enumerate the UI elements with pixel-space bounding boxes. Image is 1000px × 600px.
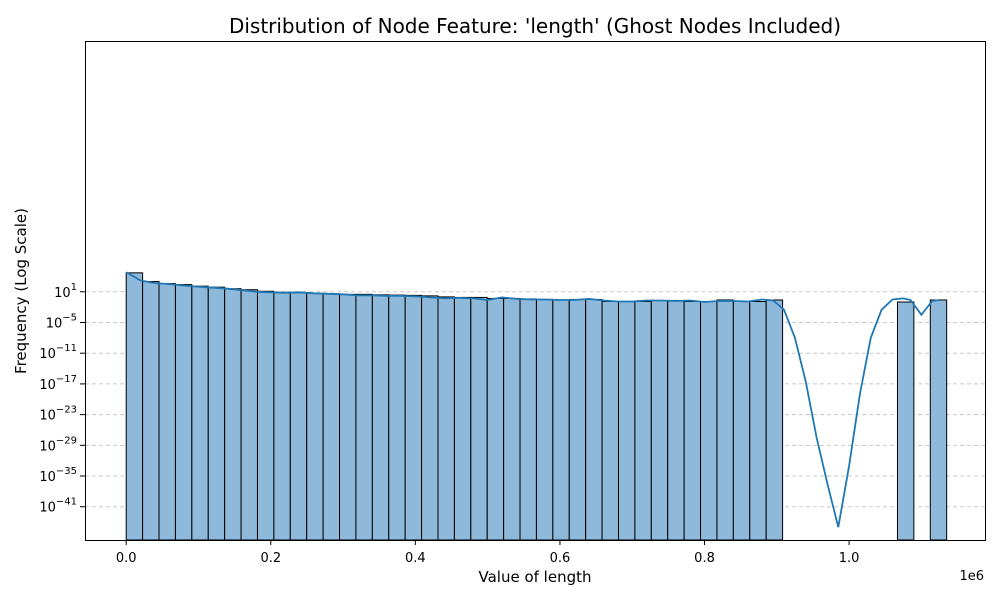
histogram-bar — [404, 294, 423, 541]
histogram-bar — [453, 296, 472, 541]
histogram-bar — [470, 296, 488, 541]
x-tick-label: 0.0 — [116, 551, 137, 566]
histogram-bar — [273, 291, 291, 541]
histogram-bar — [158, 283, 176, 541]
x-tick-label: 0.6 — [550, 551, 571, 566]
x-axis-ticks: 0.0 0.2 0.4 0.6 0.8 1.0 — [116, 540, 860, 566]
histogram-bar — [601, 301, 619, 541]
histogram-bar — [568, 298, 587, 541]
histogram-bar — [306, 292, 324, 541]
histogram-bar — [683, 301, 702, 541]
histogram-bar — [355, 293, 373, 541]
plot-frame — [85, 41, 986, 541]
chart-title: Distribution of Node Feature: 'length' (… — [229, 14, 841, 38]
histogram-bar — [716, 299, 734, 541]
histogram-bar — [634, 301, 652, 541]
y-tick-label: 101 — [54, 282, 77, 301]
y-axis-ticks: 101 10−5 10−11 10−17 10−23 10−29 10−35 10−41 — [39, 282, 85, 516]
histogram-bar — [503, 297, 521, 541]
histogram-bar — [552, 299, 570, 541]
histogram-bar — [388, 294, 406, 541]
histogram-bar — [667, 299, 685, 541]
y-tick-label: 10−5 — [46, 312, 77, 331]
x-axis-label: Value of length — [479, 568, 592, 586]
histogram-bar — [174, 284, 193, 541]
y-tick-label: 10−23 — [39, 405, 77, 424]
kde-curve — [125, 271, 940, 528]
histogram-bar — [700, 301, 718, 541]
histogram-bar — [207, 286, 226, 541]
histogram-bar — [732, 301, 751, 541]
histogram-bar — [142, 281, 160, 541]
y-tick-label: 10−29 — [39, 435, 77, 454]
histogram-bar — [289, 292, 308, 541]
histogram-bar — [371, 294, 390, 541]
histogram-bar — [421, 295, 439, 541]
x-tick-label: 0.8 — [694, 551, 715, 566]
histogram-bar — [650, 299, 669, 541]
y-axis-label: Frequency (Log Scale) — [12, 208, 30, 374]
x-tick-label: 0.2 — [260, 551, 281, 566]
histogram-bar — [765, 299, 784, 541]
y-tick-label: 10−11 — [39, 343, 77, 362]
histogram-bar — [519, 298, 537, 541]
histogram-bar — [240, 289, 258, 541]
x-tick-label: 0.4 — [405, 551, 426, 566]
histogram-bar — [322, 293, 341, 541]
x-tick-label: 1.0 — [839, 551, 860, 566]
histogram-bar — [486, 297, 505, 541]
histogram-bar — [929, 299, 948, 541]
x-axis-offset-label: 1e6 — [959, 569, 984, 584]
histogram-bar — [617, 301, 636, 541]
histogram-bar — [749, 301, 767, 541]
histogram-bar — [535, 298, 554, 541]
histogram-bar — [191, 285, 209, 541]
histogram-bar — [224, 288, 242, 541]
histogram-bar — [437, 296, 455, 541]
y-tick-label: 10−41 — [39, 497, 77, 516]
y-tick-label: 10−17 — [39, 374, 77, 393]
histogram-bars — [125, 272, 948, 541]
histogram-bar — [339, 293, 357, 541]
histogram-bar — [896, 301, 915, 541]
histogram-bar — [256, 290, 275, 541]
histogram-bar — [585, 298, 603, 541]
y-tick-label: 10−35 — [39, 466, 77, 485]
histogram-bar — [125, 272, 144, 541]
